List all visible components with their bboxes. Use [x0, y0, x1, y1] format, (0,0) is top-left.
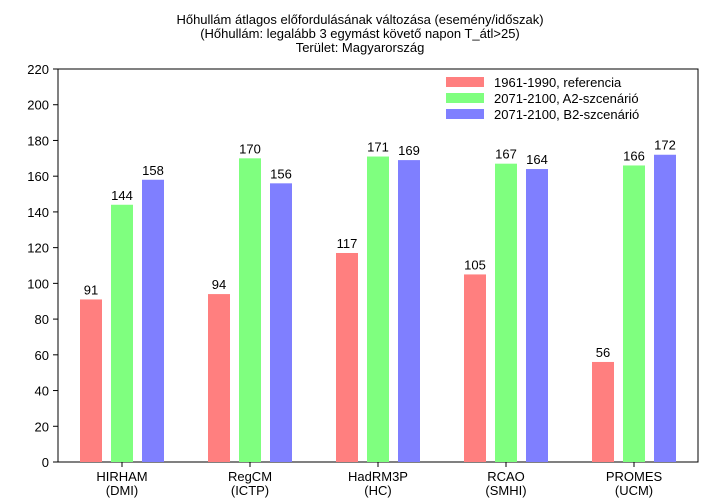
y-tick-label: 20 [35, 419, 49, 434]
bar [270, 183, 292, 462]
x-category-label: RCAO [487, 469, 525, 484]
y-tick-label: 120 [27, 241, 49, 256]
chart-axes: 0 20 40 60 80 100 120 140 160 180 200 220 HIRHAM(DMI… [27, 62, 699, 498]
bar [111, 204, 133, 462]
x-category-label: (UCM) [615, 483, 653, 498]
y-tick-label: 180 [27, 133, 49, 148]
bar [526, 169, 548, 462]
chart-title-line: Hőhullám átlagos előfordulásának változá… [176, 12, 543, 27]
x-category-label: HadRM3P [348, 469, 408, 484]
legend-swatch [446, 109, 484, 119]
legend-swatch [446, 77, 484, 87]
x-category-label: RegCM [228, 469, 272, 484]
bar-value-label: 167 [495, 147, 517, 162]
bar-value-label: 144 [111, 188, 133, 203]
bar [80, 299, 102, 462]
y-tick-label: 60 [35, 348, 49, 363]
x-category-label: (HC) [364, 483, 391, 498]
bar-value-label: 171 [367, 140, 389, 155]
bar [208, 294, 230, 462]
bar-value-label: 91 [84, 282, 98, 297]
bar-value-label: 105 [464, 257, 486, 272]
bar-value-label: 172 [654, 138, 676, 153]
chart-title-line: (Hőhullám: legalább 3 egymást követő nap… [200, 26, 520, 41]
y-tick-label: 0 [42, 455, 49, 470]
bar [398, 160, 420, 462]
x-category-label: HIRHAM [96, 469, 147, 484]
bar [623, 165, 645, 463]
chart-title: Hőhullám átlagos előfordulásának változá… [176, 12, 543, 55]
bar-value-label: 158 [142, 163, 164, 178]
y-tick-label: 160 [27, 169, 49, 184]
y-tick-label: 140 [27, 205, 49, 220]
bar [495, 163, 517, 462]
x-category-label: (SMHI) [485, 483, 526, 498]
y-tick-label: 220 [27, 62, 49, 77]
y-tick-label: 200 [27, 98, 49, 113]
bar [367, 156, 389, 463]
bar-value-label: 166 [623, 148, 645, 163]
bar [142, 179, 164, 462]
legend-label: 2071-2100, A2-szcenárió [494, 91, 639, 106]
bar-value-label: 94 [212, 277, 226, 292]
bar [654, 154, 676, 462]
y-tick-label: 40 [35, 384, 49, 399]
bar-value-label: 164 [526, 152, 548, 167]
bar [336, 252, 358, 462]
bar-value-label: 56 [596, 345, 610, 360]
bar-value-label: 169 [398, 143, 420, 158]
chart-bars [80, 154, 676, 463]
chart-title-line: Terület: Magyarország [296, 40, 425, 55]
y-tick-label: 100 [27, 276, 49, 291]
legend-label: 2071-2100, B2-szcenárió [494, 107, 639, 122]
data-labels: 91 144 158 94 170 156 117 171 169 105 167 164 56 166 1… [84, 138, 676, 360]
bar [592, 361, 614, 462]
x-category-label: PROMES [606, 469, 663, 484]
x-category-label: (DMI) [106, 483, 139, 498]
y-tick-label: 80 [35, 312, 49, 327]
x-category-label: (ICTP) [231, 483, 269, 498]
bar [464, 274, 486, 462]
legend-label: 1961-1990, referencia [494, 75, 622, 90]
bar-value-label: 156 [270, 166, 292, 181]
legend-swatch [446, 93, 484, 103]
bar [239, 158, 261, 462]
bar-value-label: 117 [337, 236, 358, 251]
bar-value-label: 170 [239, 141, 261, 156]
